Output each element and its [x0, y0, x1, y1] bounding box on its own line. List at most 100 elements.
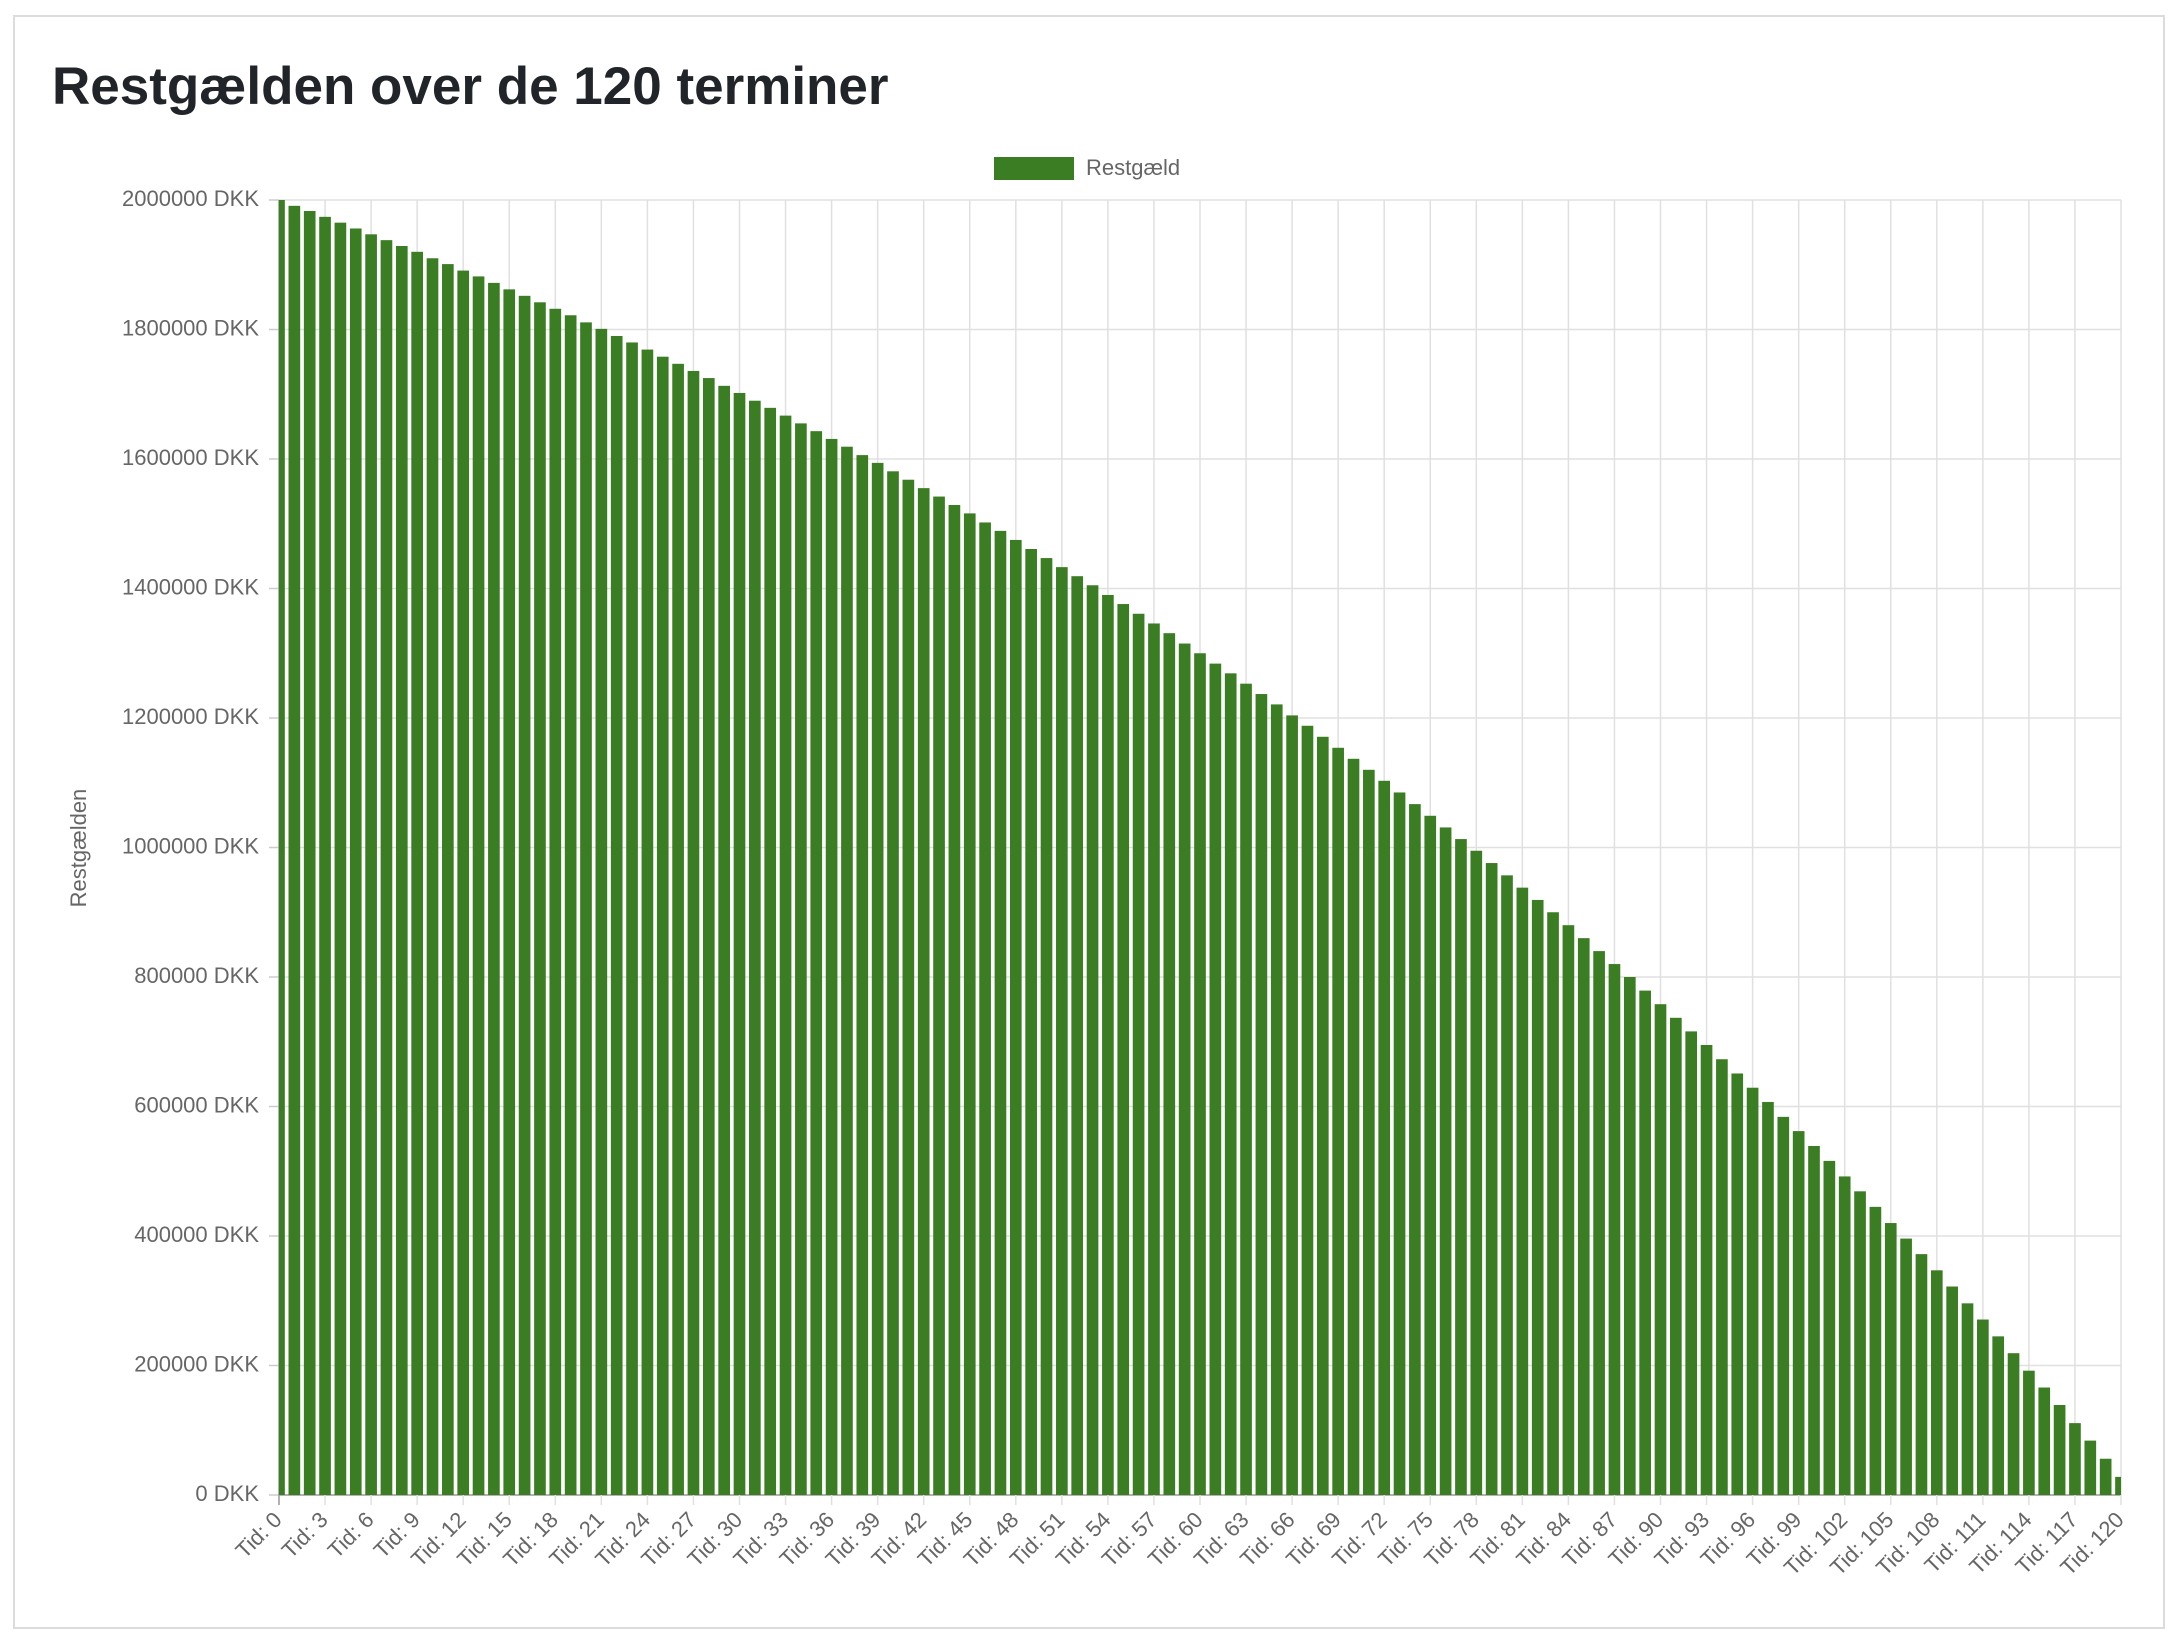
bar: [841, 446, 853, 1495]
bar: [871, 462, 884, 1495]
bars: [279, 200, 2121, 1495]
bar: [395, 245, 408, 1495]
bar: [718, 385, 730, 1495]
legend-label: Restgæld: [1086, 155, 1180, 180]
bar: [1316, 736, 1329, 1495]
bar: [1577, 938, 1590, 1495]
bar: [687, 370, 700, 1495]
bar: [1270, 704, 1283, 1495]
bar: [1240, 683, 1252, 1495]
bar: [1915, 1254, 1928, 1495]
bar: [534, 302, 546, 1495]
bar: [1025, 549, 1037, 1495]
bar: [1884, 1223, 1897, 1495]
bar: [1117, 604, 1130, 1495]
bar: [2053, 1404, 2066, 1495]
bar: [1132, 613, 1145, 1495]
bar: [1470, 850, 1483, 1495]
bar: [457, 270, 470, 1495]
bar: [518, 295, 531, 1495]
bar: [1608, 964, 1621, 1495]
bar: [411, 251, 423, 1495]
bar: [810, 431, 823, 1495]
bar: [1056, 567, 1068, 1495]
bar: [764, 407, 777, 1495]
bar: [1593, 951, 1605, 1495]
legend: Restgæld: [994, 155, 1180, 180]
bar: [1808, 1145, 1820, 1495]
bar: [702, 378, 715, 1495]
bar: [917, 488, 930, 1495]
bar: [1854, 1191, 1866, 1495]
bar: [1102, 594, 1114, 1495]
bar: [549, 308, 562, 1495]
bar: [2069, 1423, 2081, 1495]
bar: [1071, 576, 1084, 1495]
y-axis-title: Restgælden: [66, 789, 91, 908]
bar: [1163, 633, 1176, 1495]
y-tick-label: 800000 DKK: [134, 963, 259, 988]
bar: [380, 240, 393, 1495]
bar: [580, 322, 592, 1495]
bar: [963, 513, 976, 1495]
bar: [1746, 1087, 1759, 1495]
bar: [488, 282, 500, 1495]
bar: [349, 228, 362, 1495]
bar: [503, 289, 516, 1495]
bar: [1040, 558, 1053, 1495]
bar: [1869, 1206, 1882, 1495]
bar: [2023, 1370, 2035, 1495]
chart-title: Restgælden over de 120 terminer: [52, 57, 889, 116]
bar: [426, 258, 439, 1495]
bar: [1961, 1303, 1974, 1495]
bar: [1623, 977, 1636, 1495]
bar: [825, 438, 838, 1495]
bar: [1255, 694, 1268, 1495]
legend-swatch: [994, 157, 1074, 180]
bar: [279, 200, 285, 1495]
y-tick-label: 1800000 DKK: [122, 315, 259, 340]
bar: [1347, 758, 1360, 1495]
bar: [1086, 585, 1099, 1495]
bar: [1209, 663, 1222, 1495]
bar: [1716, 1059, 1728, 1495]
bar: [1792, 1131, 1805, 1495]
bar: [1424, 815, 1437, 1495]
y-tick-label: 200000 DKK: [134, 1351, 259, 1376]
bar: [1547, 912, 1559, 1495]
bar: [1762, 1101, 1774, 1495]
bar: [856, 455, 869, 1495]
bar: [994, 530, 1007, 1495]
bar: [1670, 1017, 1682, 1495]
bar: [1378, 780, 1391, 1495]
bar: [595, 328, 608, 1495]
bar: [2038, 1387, 2051, 1495]
y-tick-label: 1200000 DKK: [122, 704, 259, 729]
bar: [2115, 1476, 2121, 1495]
bar: [365, 234, 377, 1495]
bar: [1531, 899, 1544, 1495]
bar: [1393, 792, 1406, 1495]
bar: [641, 349, 654, 1495]
bar: [2084, 1440, 2097, 1495]
bar: [1148, 623, 1160, 1495]
bar: [2099, 1458, 2112, 1495]
y-tick-label: 400000 DKK: [134, 1222, 259, 1247]
bar: [779, 415, 792, 1495]
bar: [933, 496, 945, 1495]
bar: [1930, 1270, 1943, 1495]
bar: [1439, 827, 1452, 1495]
y-tick-label: 1000000 DKK: [122, 833, 259, 858]
bar: [1946, 1286, 1958, 1495]
bar: [887, 471, 899, 1495]
bar: [610, 335, 623, 1495]
bar: [1286, 715, 1298, 1495]
bar: [442, 264, 454, 1495]
bar: [1455, 839, 1467, 1495]
bar: [288, 205, 301, 1495]
y-tick-label: 0 DKK: [195, 1481, 259, 1506]
bar: [626, 342, 638, 1495]
bar: [733, 392, 746, 1495]
bar: [1485, 863, 1498, 1495]
bar: [1700, 1044, 1713, 1495]
